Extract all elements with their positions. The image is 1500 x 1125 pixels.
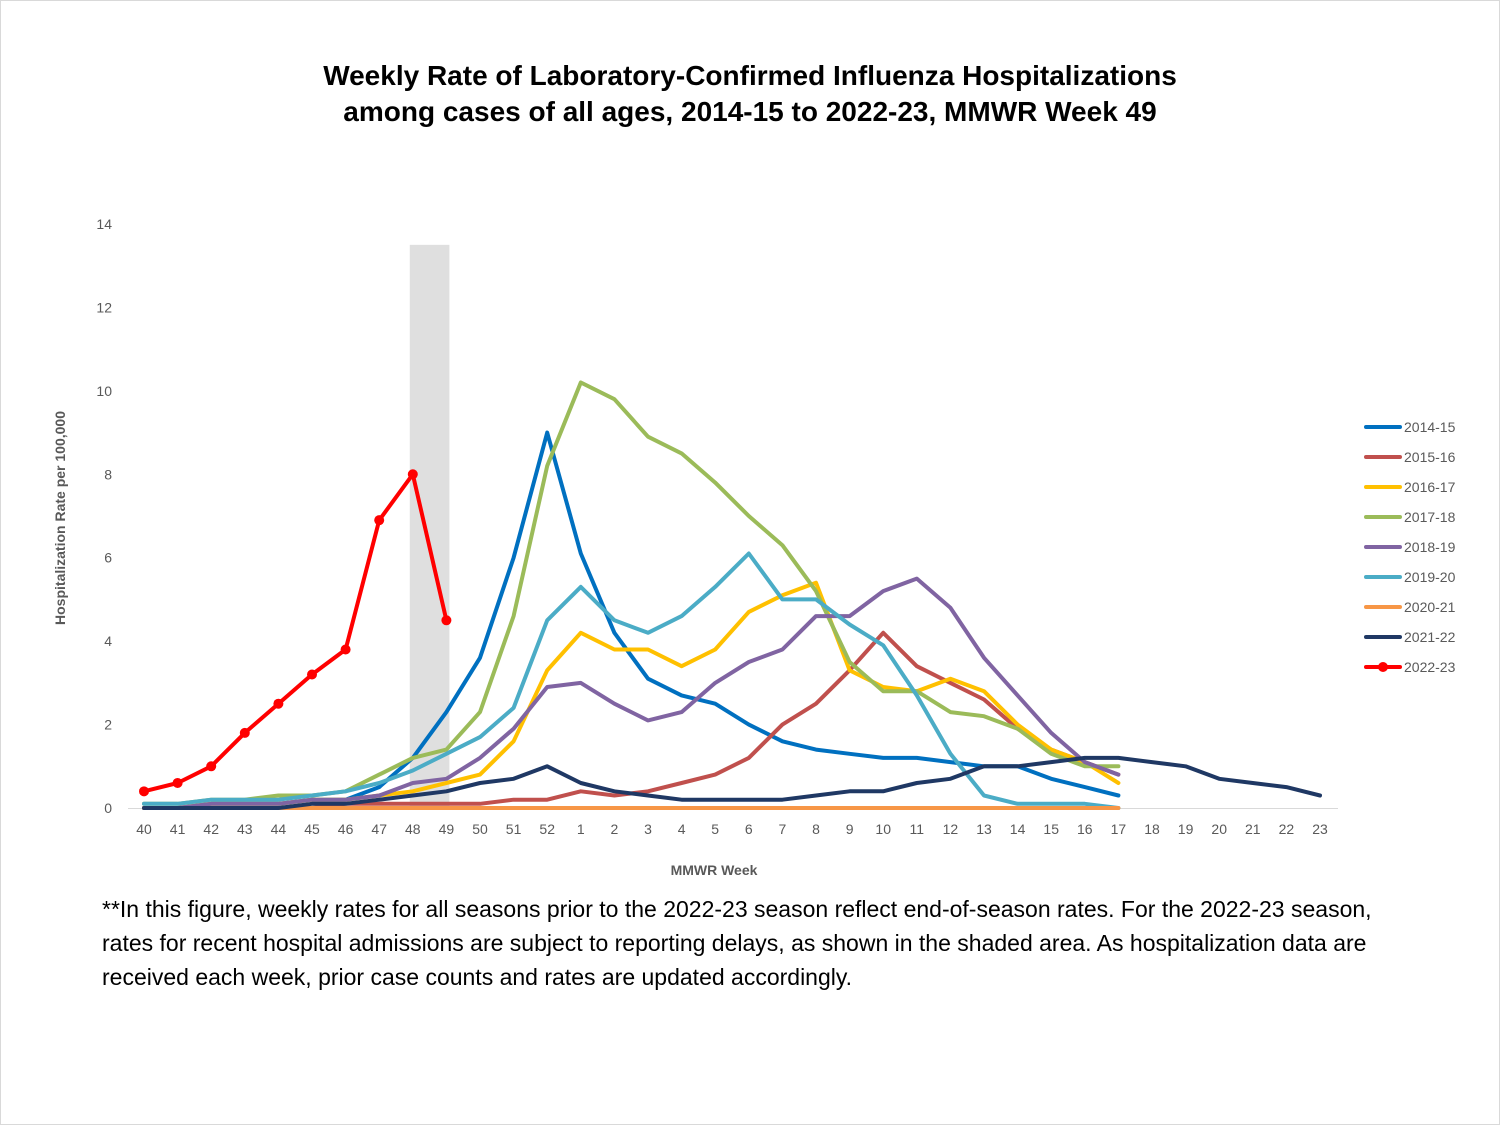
series-2021-22	[142, 755, 1322, 810]
legend: 2014-15 2015-16 2016-17 2017-18 2018-19 2019-…	[1364, 419, 1456, 675]
footnote: **In this figure, weekly rates for all s…	[102, 896, 1372, 990]
y-tick-label: 2	[104, 717, 112, 733]
legend-label: 2018-19	[1404, 539, 1456, 555]
x-tick-label: 20	[1211, 821, 1227, 837]
legend-label: 2014-15	[1404, 419, 1456, 435]
x-tick-label: 5	[711, 821, 719, 837]
x-tick-label: 49	[439, 821, 455, 837]
series-2018-19	[142, 576, 1121, 810]
series-2019-20	[142, 551, 1121, 810]
legend-item-2014-15: 2014-15	[1364, 419, 1456, 435]
data-point	[239, 727, 250, 738]
x-tick-label: 19	[1178, 821, 1194, 837]
x-tick-label: 11	[910, 821, 925, 837]
x-tick-label: 12	[943, 821, 959, 837]
x-tick-label: 4	[678, 821, 686, 837]
x-tick-label: 42	[203, 821, 219, 837]
x-tick-label: 16	[1077, 821, 1093, 837]
x-tick-label: 8	[812, 821, 820, 837]
legend-marker	[1378, 662, 1388, 672]
y-axis-label: Hospitalization Rate per 100,000	[52, 411, 68, 625]
legend-label: 2015-16	[1404, 449, 1456, 465]
x-tick-label: 44	[271, 821, 287, 837]
legend-label: 2021-22	[1404, 629, 1456, 645]
y-tick-label: 10	[96, 383, 112, 399]
x-tick-label: 10	[875, 821, 891, 837]
x-tick-label: 41	[170, 821, 186, 837]
legend-item-2022-23: 2022-23	[1364, 659, 1456, 675]
x-tick-label: 40	[136, 821, 152, 837]
chart-title-line-2: among cases of all ages, 2014-15 to 2022…	[343, 96, 1157, 127]
data-point	[139, 786, 149, 797]
legend-item-2017-18: 2017-18	[1364, 509, 1456, 525]
legend-item-2020-21: 2020-21	[1364, 599, 1456, 615]
series-line	[142, 380, 1121, 806]
shaded-area-layer	[409, 244, 450, 808]
x-tick-label: 47	[371, 821, 387, 837]
data-point	[374, 515, 385, 526]
data-point	[307, 669, 317, 680]
series-line	[142, 551, 1121, 810]
data-point	[340, 644, 351, 655]
y-tick-label: 8	[104, 466, 112, 482]
axes-layer: Hospitalization Rate per 100,000 MMWR We…	[52, 411, 1338, 878]
x-tick-label: 3	[644, 821, 652, 837]
data-point	[441, 615, 452, 626]
x-tick-label: 13	[976, 821, 992, 837]
x-tick-label: 15	[1043, 821, 1059, 837]
x-tick-label: 9	[846, 821, 854, 837]
y-tick-label: 0	[104, 800, 112, 816]
series-line	[142, 430, 1121, 810]
x-tick-label: 21	[1245, 821, 1261, 837]
series-line	[142, 755, 1322, 810]
x-tick-label: 14	[1010, 821, 1026, 837]
legend-item-2016-17: 2016-17	[1364, 479, 1456, 495]
x-tick-label: 22	[1279, 821, 1295, 837]
legend-label: 2016-17	[1404, 479, 1456, 495]
legend-item-2021-22: 2021-22	[1364, 629, 1456, 645]
legend-item-2019-20: 2019-20	[1364, 569, 1456, 585]
x-tick-label: 46	[338, 821, 354, 837]
shaded-reporting-delay-area	[409, 244, 450, 808]
x-tick-label: 23	[1312, 821, 1328, 837]
data-point	[273, 698, 284, 709]
chart-title-line-1: Weekly Rate of Laboratory-Confirmed Infl…	[323, 60, 1177, 91]
x-tick-label: 52	[539, 821, 555, 837]
series-2022-23	[139, 469, 452, 797]
x-tick-label: 50	[472, 821, 488, 837]
y-tick-label: 12	[96, 299, 112, 315]
legend-item-2015-16: 2015-16	[1364, 449, 1456, 465]
data-point	[407, 469, 418, 480]
x-tick-label: 43	[237, 821, 253, 837]
x-tick-label: 6	[745, 821, 753, 837]
y-tick-label: 14	[96, 216, 112, 232]
series-line	[142, 472, 449, 794]
data-point	[206, 761, 217, 772]
x-tick-label: 51	[506, 821, 522, 837]
x-tick-label: 48	[405, 821, 421, 837]
x-tick-label: 18	[1144, 821, 1160, 837]
series-layer	[139, 380, 1322, 810]
legend-item-2018-19: 2018-19	[1364, 539, 1456, 555]
x-tick-label: 7	[779, 821, 787, 837]
x-axis-label: MMWR Week	[671, 862, 758, 878]
y-tick-label: 6	[104, 550, 112, 566]
series-2017-18	[142, 380, 1121, 806]
legend-label: 2017-18	[1404, 509, 1456, 525]
legend-label: 2022-23	[1404, 659, 1456, 675]
x-tick-label: 1	[577, 821, 585, 837]
chart-title: Weekly Rate of Laboratory-Confirmed Infl…	[0, 58, 1500, 130]
y-tick-label: 4	[104, 633, 112, 649]
x-tick-label: 17	[1111, 821, 1127, 837]
x-tick-label: 2	[611, 821, 619, 837]
legend-label: 2019-20	[1404, 569, 1456, 585]
series-2014-15	[142, 430, 1121, 810]
x-tick-label: 45	[304, 821, 320, 837]
data-point	[172, 777, 183, 788]
series-line	[142, 576, 1121, 810]
legend-label: 2020-21	[1404, 599, 1456, 615]
